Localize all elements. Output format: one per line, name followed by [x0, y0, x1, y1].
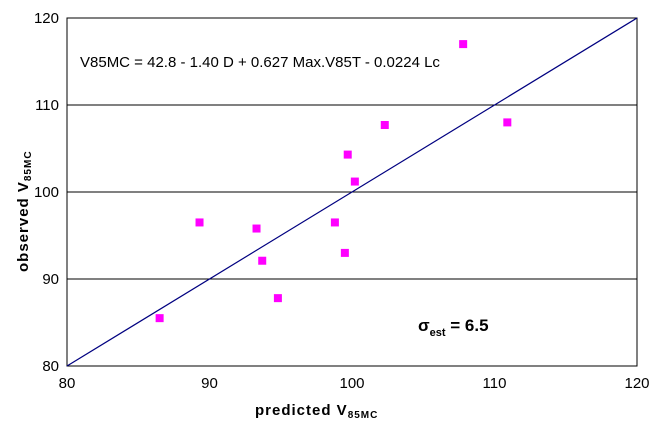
y-tick-label-80: 80	[42, 358, 59, 375]
y-axis-title: observed V85MC	[15, 150, 34, 272]
data-point-1	[155, 314, 164, 323]
data-point-11	[459, 40, 468, 49]
data-point-8	[343, 150, 352, 159]
x-tick-label-110: 110	[483, 375, 507, 392]
sigma-subscript: est	[430, 327, 446, 339]
y-tick-label-110: 110	[35, 97, 59, 114]
data-point-5	[273, 294, 282, 303]
sigma-value: = 6.5	[446, 316, 489, 335]
data-point-7	[340, 248, 349, 257]
regression-equation: V85MC = 42.8 - 1.40 D + 0.627 Max.V85T -…	[80, 54, 440, 71]
y-tick-labels: 80 90 100 110 120	[34, 10, 59, 375]
x-axis-title-main: predicted V	[255, 402, 348, 419]
y-axis-title-main: observed V	[15, 181, 32, 272]
y-tick-label-120: 120	[34, 10, 59, 27]
x-tick-label-120: 120	[624, 375, 649, 392]
data-points	[155, 40, 512, 323]
x-axis-title-sub: 85MC	[348, 410, 379, 421]
x-tick-label-80: 80	[59, 375, 76, 392]
data-point-10	[380, 121, 389, 130]
y-tick-label-100: 100	[34, 184, 59, 201]
data-point-9	[350, 177, 359, 186]
x-axis-title: predicted V85MC	[255, 402, 378, 421]
data-point-6	[330, 218, 339, 227]
sigma-annotation: σest = 6.5	[418, 316, 489, 339]
sigma-symbol: σ	[418, 316, 430, 335]
y-axis-title-sub: 85MC	[23, 150, 34, 181]
plot-area-frame	[66, 17, 638, 367]
data-point-2	[195, 218, 204, 227]
x-tick-label-100: 100	[339, 375, 364, 392]
x-tick-labels: 80 90 100 110 120	[59, 375, 650, 392]
data-point-3	[252, 224, 261, 233]
reference-line	[66, 17, 638, 367]
x-tick-label-90: 90	[201, 375, 218, 392]
data-point-4	[258, 256, 267, 265]
y-tick-label-90: 90	[42, 271, 59, 288]
data-point-12	[503, 118, 512, 127]
